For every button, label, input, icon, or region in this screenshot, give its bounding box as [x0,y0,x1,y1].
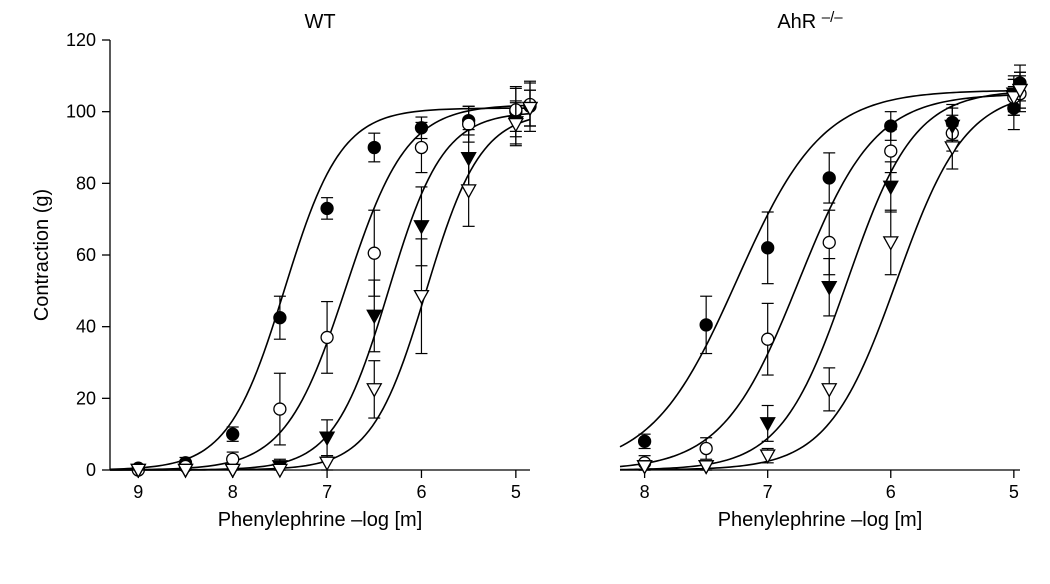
x-tick-label: 7 [322,482,332,502]
x-tick-label: 6 [886,482,896,502]
y-tick-label: 80 [76,173,96,193]
x-tick-label: 6 [416,482,426,502]
fit-curve-s4 [620,101,1020,470]
marker-triangle-open [367,384,381,397]
x-axis-label: Phenylephrine –log [m] [718,509,923,531]
marker-circle-open [700,443,712,455]
marker-circle-filled [823,172,835,184]
marker-circle-open [823,236,835,248]
marker-circle-open [762,333,774,345]
marker-triangle-open [414,291,428,304]
marker-triangle-open [822,384,836,397]
marker-triangle-open [462,185,476,198]
marker-circle-filled [368,142,380,154]
marker-triangle-open [884,237,898,250]
fit-curve-s1 [620,91,1020,447]
panel-ahr: 8 7 6 5 AhR –/– Phenylephrine –log [m] [620,9,1027,531]
marker-triangle-filled [414,221,428,234]
x-tick-label: 8 [228,482,238,502]
marker-triangle-open [273,464,287,477]
marker-triangle-open [509,119,523,132]
marker-circle-filled [762,242,774,254]
x-tick-label: 5 [511,482,521,502]
x-tick-label: 5 [1009,482,1019,502]
x-axis-label: Phenylephrine –log [m] [218,509,423,531]
marker-triangle-open [699,461,713,474]
x-tick-label: 9 [133,482,143,502]
marker-triangle-open [945,142,959,155]
y-tick-label: 40 [76,317,96,337]
marker-circle-open [415,142,427,154]
marker-circle-open [227,453,239,465]
y-tick-label: 120 [66,30,96,50]
x-tick-label: 8 [640,482,650,502]
marker-circle-filled [639,435,651,447]
fit-curve-s3 [620,92,1020,469]
marker-triangle-filled [761,418,775,431]
marker-circle-open [463,118,475,130]
y-tick-label: 100 [66,102,96,122]
marker-triangle-open [761,450,775,463]
fit-curve-s3 [110,114,530,470]
marker-circle-filled [227,428,239,440]
marker-triangle-open [320,457,334,470]
panel-title: WT [304,11,335,33]
marker-circle-open [885,145,897,157]
fit-curve-s4 [110,120,530,470]
marker-circle-open [274,403,286,415]
fit-curve-s2 [620,95,1020,467]
marker-circle-open [368,247,380,259]
marker-triangle-filled [320,432,334,445]
figure-svg: 9 8 7 6 5 0 20 40 60 80 100 120 WT Phenylephrine –log… [0,0,1050,584]
marker-circle-filled [700,319,712,331]
y-tick-label: 60 [76,245,96,265]
y-axis-label: Contraction (g) [31,189,53,321]
y-tick-label: 0 [86,460,96,480]
marker-circle-filled [321,202,333,214]
figure-root: 9 8 7 6 5 0 20 40 60 80 100 120 WT Phenylephrine –log… [0,0,1050,584]
panel-wt: 9 8 7 6 5 0 20 40 60 80 100 120 WT Phenylephrine –log… [66,11,537,531]
marker-circle-filled [274,312,286,324]
marker-circle-open [321,331,333,343]
y-tick-label: 20 [76,388,96,408]
marker-triangle-filled [884,181,898,194]
marker-triangle-open [226,464,240,477]
marker-triangle-filled [822,282,836,295]
panel-title: AhR –/– [777,9,843,33]
x-tick-label: 7 [763,482,773,502]
